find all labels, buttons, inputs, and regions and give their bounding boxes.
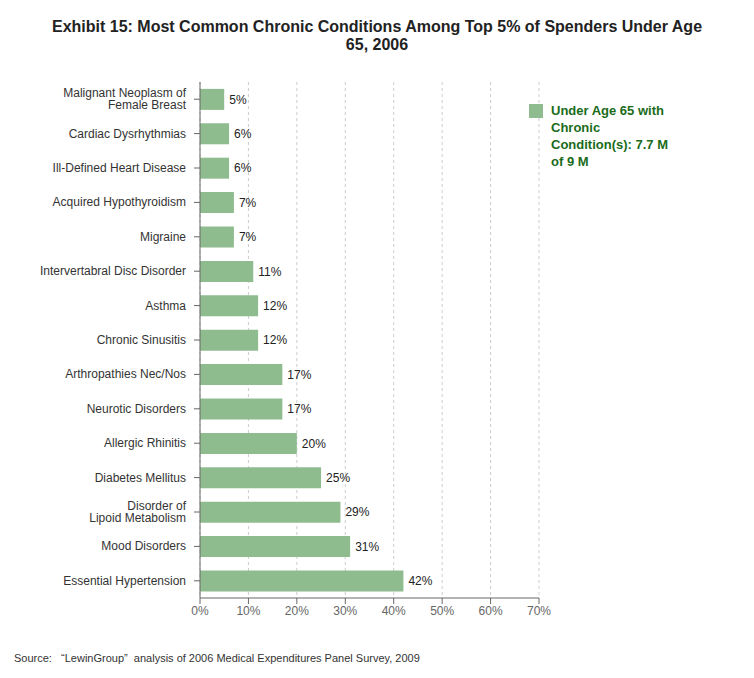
svg-text:Neurotic Disorders: Neurotic Disorders [87,402,186,416]
svg-text:Diabetes Mellitus: Diabetes Mellitus [95,471,186,485]
svg-text:17%: 17% [287,402,311,416]
html-text:Under Age 65 with Chronic Cond: Under Age 65 with Chronic Condition(s): … [551,103,668,169]
svg-text:Intervertabral Disc Disorder: Intervertabral Disc Disorder [40,264,186,278]
svg-text:Essential Hypertension: Essential Hypertension [63,574,186,588]
svg-text:0%: 0% [191,604,209,618]
svg-text:12%: 12% [263,299,287,313]
svg-text:6%: 6% [234,127,252,141]
svg-text:6%: 6% [234,161,252,175]
svg-text:42%: 42% [408,574,432,588]
svg-text:60%: 60% [479,604,503,618]
svg-text:40%: 40% [382,604,406,618]
svg-text:20%: 20% [285,604,309,618]
svg-text:7%: 7% [239,196,257,210]
svg-text:Asthma: Asthma [145,299,186,313]
svg-text:Allergic Rhinitis: Allergic Rhinitis [104,436,186,450]
svg-text:Migraine: Migraine [140,230,186,244]
svg-text:25%: 25% [326,471,350,485]
svg-text:Chronic Sinusitis: Chronic Sinusitis [97,333,186,347]
svg-text:50%: 50% [430,604,454,618]
svg-text:7%: 7% [239,230,257,244]
html-text:Source: “LewinGroup” analysis: Source: “LewinGroup” analysis of 2006 Me… [14,652,420,664]
svg-text:11%: 11% [258,265,281,279]
svg-text:Malignant Neoplasm ofFemale Br: Malignant Neoplasm ofFemale Breast [63,86,186,112]
svg-text:20%: 20% [302,437,326,451]
svg-text:Acquired Hypothyroidism: Acquired Hypothyroidism [53,195,186,209]
svg-text:17%: 17% [287,368,311,382]
svg-text:Disorder ofLipoid Metabolism: Disorder ofLipoid Metabolism [89,499,186,525]
svg-text:5%: 5% [229,93,247,107]
svg-text:10%: 10% [236,604,260,618]
html-text:Exhibit 15: Most Common Chroni: Exhibit 15: Most Common Chronic Conditio… [52,18,702,53]
svg-text:Ill-Defined Heart Disease: Ill-Defined Heart Disease [53,161,187,175]
svg-text:29%: 29% [345,505,369,519]
svg-text:Mood Disorders: Mood Disorders [101,539,186,553]
svg-text:12%: 12% [263,333,287,347]
svg-text:Cardiac Dysrhythmias: Cardiac Dysrhythmias [69,127,186,141]
svg-text:31%: 31% [355,540,379,554]
svg-text:30%: 30% [333,604,357,618]
svg-text:Arthropathies Nec/Nos: Arthropathies Nec/Nos [65,367,186,381]
svg-text:70%: 70% [527,604,551,618]
